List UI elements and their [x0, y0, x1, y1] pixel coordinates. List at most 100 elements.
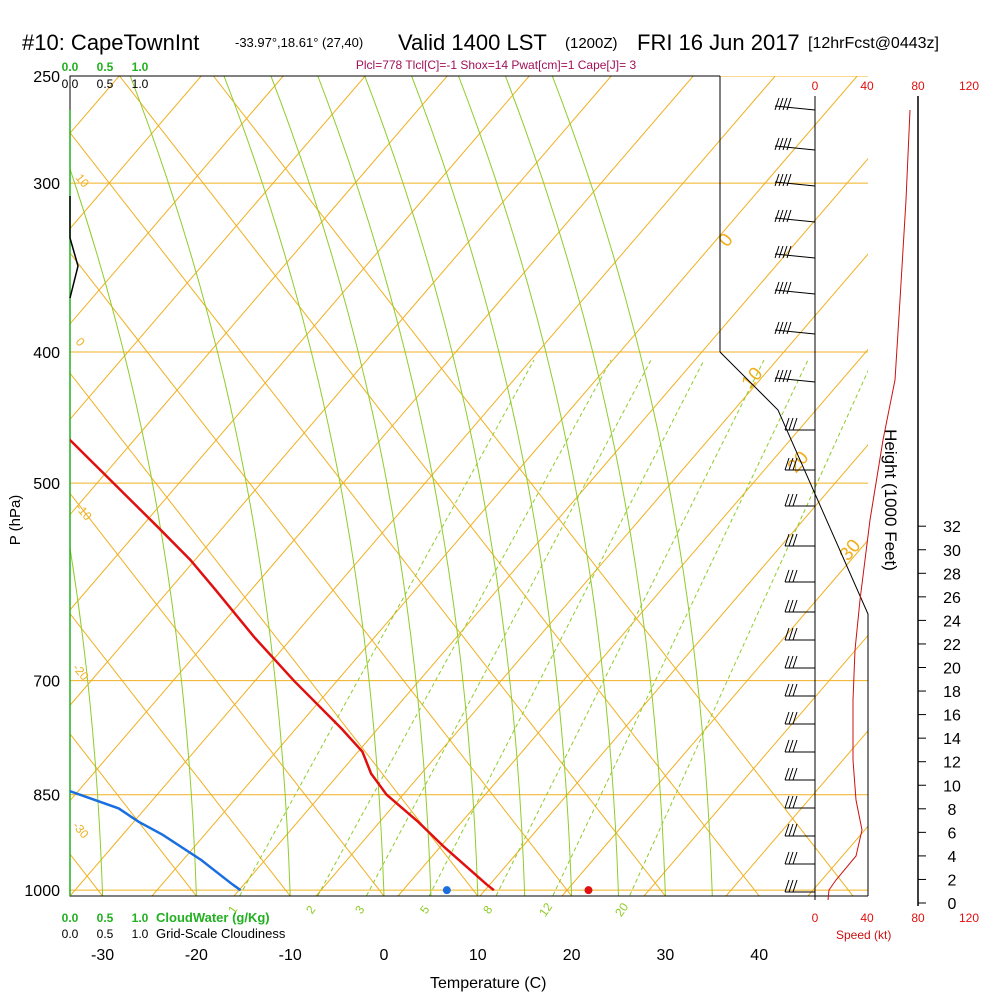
wind-barb-flag [782, 137, 788, 151]
wind-barb-flag [788, 851, 794, 865]
dry-adiabat-line [561, 539, 868, 896]
dry-adiabat-line [479, 444, 868, 896]
height-tick-label: 30 [943, 543, 961, 560]
wind-barb-flag [786, 245, 792, 259]
station-title: #10: CapeTownInt [22, 30, 199, 55]
wind-barb-flag [774, 137, 780, 151]
dry-adiabat-line [151, 76, 858, 896]
speed-tick-label-top: 80 [911, 79, 925, 93]
mixing-ratio-label: 2 [303, 903, 318, 917]
pressure-tick-label: 300 [33, 176, 60, 193]
cloudwater-tick-top: 1.0 [132, 60, 149, 74]
wind-barb-flag [774, 321, 780, 335]
dewpoint-line [70, 789, 242, 892]
temperature-tick-label: -20 [185, 947, 208, 964]
height-tick-label: 14 [943, 731, 961, 748]
moist-adiabat-line [129, 76, 291, 896]
wind-barb-flag [788, 457, 794, 471]
wind-barb-flag [792, 417, 798, 431]
wind-barb [774, 181, 816, 187]
wind-barb [774, 145, 816, 151]
mixing-ratio-line [628, 369, 868, 896]
valid-date: FRI 16 Jun 2017 [637, 30, 800, 55]
wind-barb-flag [784, 417, 790, 431]
moist-adiabat-line [504, 76, 666, 896]
mixing-ratio-line [239, 359, 535, 896]
temperature-tick-label: 0 [380, 947, 389, 964]
wind-barb-flag [784, 655, 790, 669]
mixing-ratio-line [552, 359, 809, 896]
wind-barb-flag [784, 569, 790, 583]
background-grid [0, 76, 868, 896]
wind-barb-flag [792, 683, 798, 697]
dry-adiabat-line [233, 158, 868, 896]
dry-adiabat-line [70, 76, 366, 421]
wind-barb-flag [774, 245, 780, 259]
wind-barb-flag [786, 369, 792, 383]
height-tick-label: 12 [943, 755, 961, 772]
cloud-profile [69, 196, 79, 299]
height-tick-label: 20 [943, 661, 961, 678]
dry-adiabat-line [807, 825, 868, 896]
mixing-ratio-line [365, 359, 652, 896]
cloudiness-tick-bottom: 1.0 [132, 927, 149, 941]
pressure-tick-label: 250 [33, 69, 60, 86]
wind-barb-flag [792, 627, 798, 641]
wind-barb-flag [786, 137, 792, 151]
wind-barb-flag [784, 711, 790, 725]
wind-barb-flag [782, 173, 788, 187]
pressure-tick-label: 850 [33, 788, 60, 805]
moist-adiabat-line [70, 544, 104, 896]
mixing-ratio-line [316, 359, 612, 896]
cloudwater-tick-top: 0.5 [97, 60, 114, 74]
wind-barb-flag [786, 209, 792, 223]
wind-barb-flag [774, 369, 780, 383]
speed-tick-label-bottom: 40 [860, 911, 874, 925]
wind-barb-flag [792, 493, 798, 507]
cloudiness-tick-top: 1.0 [132, 77, 149, 91]
height-tick-label: 4 [948, 849, 957, 866]
wind-barb-flag [788, 767, 794, 781]
wind-barb-flag [788, 823, 794, 837]
wind-barb-flag [782, 245, 788, 259]
wind-barb-flag [788, 627, 794, 641]
dry-adiabat-line [70, 76, 612, 707]
isotherm-line [0, 76, 9, 896]
wind-barb-flag [792, 457, 798, 471]
cloudiness-label: Grid-Scale Cloudiness [156, 926, 286, 941]
isotherm-label: -30 [70, 819, 92, 842]
height-tick-label: 8 [948, 802, 957, 819]
wind-speed-line [827, 109, 911, 901]
wind-barb-flag [778, 369, 784, 383]
cloudwater-tick-bottom: 0.0 [62, 911, 79, 925]
height-tick-label: 18 [943, 684, 961, 701]
wind-barb-flag [792, 569, 798, 583]
height-tick-label: 22 [943, 637, 961, 654]
isotherm-line [213, 76, 854, 896]
isotherm-label: -20 [70, 661, 92, 684]
wind-barb-flag [792, 767, 798, 781]
wind-barb [774, 289, 816, 295]
wind-barb-flag [786, 321, 792, 335]
wind-barb-flag [782, 97, 788, 111]
wind-barb-flag [784, 457, 790, 471]
wind-barb-flag [774, 173, 780, 187]
height-tick-label: 2 [948, 872, 957, 889]
dry-adiabat-line [70, 76, 284, 325]
temperature-tick-label: 20 [563, 947, 581, 964]
height-tick-label: 28 [943, 566, 961, 583]
cloudiness-tick-top: 0.0 [62, 77, 79, 91]
wind-barb [774, 253, 816, 259]
temperature-tick-label: -30 [91, 947, 114, 964]
isotherm-line [70, 252, 572, 896]
wind-barb-flag [778, 97, 784, 111]
cloudiness-line [69, 196, 79, 299]
wind-barb-flag [792, 851, 798, 865]
wind-barb-flag [784, 795, 790, 809]
wind-barb-flag [784, 599, 790, 613]
height-tick-label: 10 [943, 778, 961, 795]
temperature-line [70, 438, 495, 892]
moist-adiabat-line [551, 76, 713, 896]
